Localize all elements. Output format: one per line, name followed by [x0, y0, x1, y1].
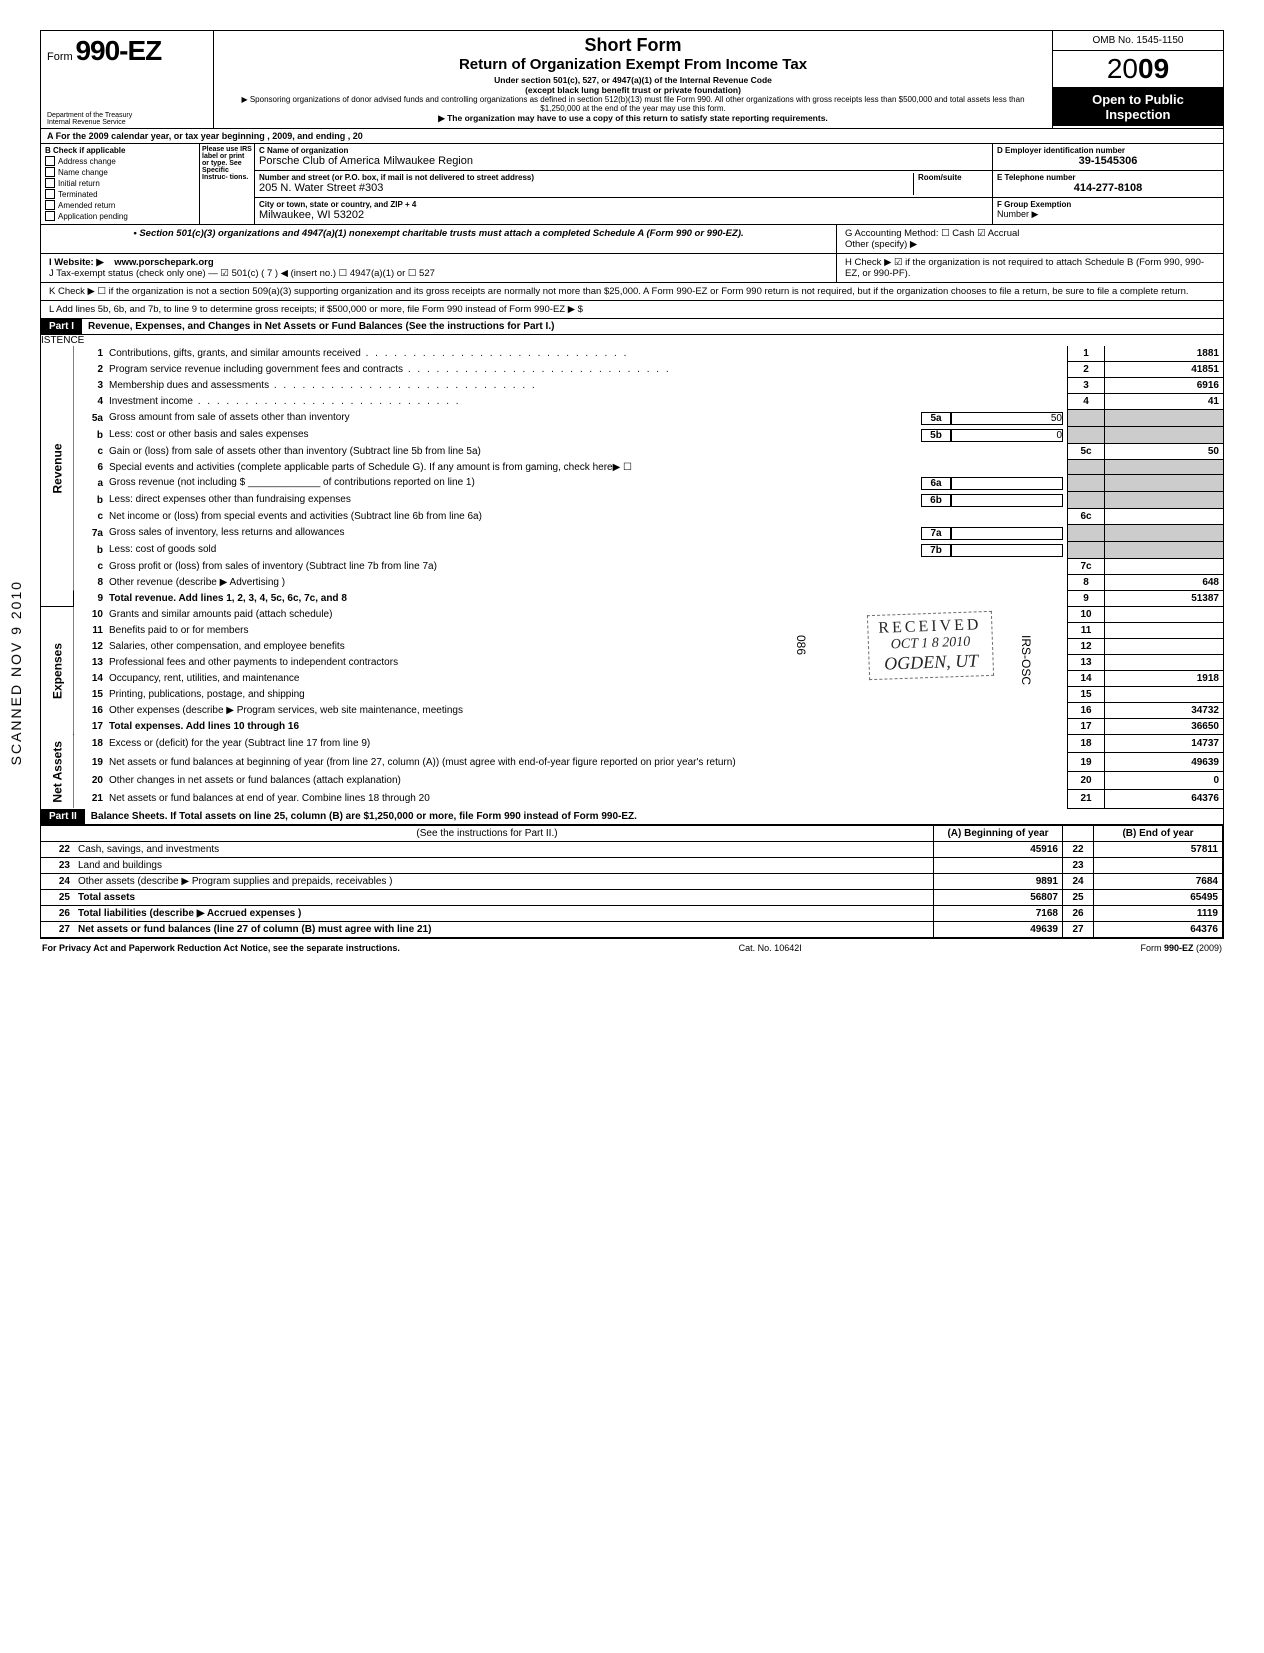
netassets-side-label: Net Assets	[41, 735, 74, 809]
check-name-change[interactable]	[45, 167, 55, 177]
c-label: C Name of organization	[259, 146, 988, 155]
check-app-pending[interactable]	[45, 211, 55, 221]
dept-treasury: Department of the Treasury	[47, 112, 132, 119]
revenue-side-label: Revenue	[41, 346, 74, 591]
org-name: Porsche Club of America Milwaukee Region	[259, 155, 988, 167]
org-address: 205 N. Water Street #303	[259, 182, 913, 194]
scanned-stamp: SCANNED NOV 9 2010	[8, 580, 24, 765]
line-a: A For the 2009 calendar year, or tax yea…	[41, 129, 1223, 144]
footer: For Privacy Act and Paperwork Reduction …	[40, 939, 1224, 957]
086-stamp: 086	[794, 635, 808, 655]
footer-right: Form 990-EZ (2009)	[1140, 943, 1222, 953]
501c3-bullet: • Section 501(c)(3) organizations and 49…	[133, 228, 743, 239]
city-label: City or town, state or country, and ZIP …	[259, 200, 988, 209]
title-sub2: (except black lung benefit trust or priv…	[222, 85, 1044, 95]
check-amended[interactable]	[45, 200, 55, 210]
part2-label: Part II	[41, 809, 85, 824]
please-use-label: Please use IRS label or print or type. S…	[200, 144, 255, 224]
p2-sub: (See the instructions for Part II.)	[41, 825, 934, 841]
form-990ez: Form 990-EZ Department of the Treasury I…	[40, 30, 1224, 939]
part2-table: (See the instructions for Part II.) (A) …	[41, 825, 1223, 938]
col-a-header: (A) Beginning of year	[934, 825, 1063, 841]
line-j: J Tax-exempt status (check only one) — ☑…	[49, 268, 828, 279]
f-label: F Group Exemption	[997, 200, 1219, 209]
title-main: Return of Organization Exempt From Incom…	[222, 56, 1044, 73]
col-b-header: (B) End of year	[1094, 825, 1223, 841]
room-label: Room/suite	[918, 173, 988, 182]
section-bcdef: B Check if applicable Address change Nam…	[41, 144, 1223, 225]
check-address-change[interactable]	[45, 156, 55, 166]
b-header: B Check if applicable	[45, 146, 125, 155]
title-sub3: ▶ Sponsoring organizations of donor advi…	[222, 95, 1044, 113]
title-sub4: ▶ The organization may have to use a cop…	[222, 113, 1044, 124]
expenses-side-label: Expenses	[41, 607, 74, 735]
part1-title: Revenue, Expenses, and Changes in Net As…	[82, 319, 1223, 334]
tax-year: 2009	[1053, 51, 1223, 88]
check-terminated[interactable]	[45, 189, 55, 199]
line-k: K Check ▶ ☐ if the organization is not a…	[41, 283, 1223, 301]
check-initial-return[interactable]	[45, 178, 55, 188]
d-label: D Employer identification number	[997, 146, 1219, 155]
h-check: H Check ▶ ☑ if the organization is not r…	[845, 257, 1204, 279]
phone: 414-277-8108	[997, 182, 1219, 194]
received-stamp: RECEIVED OCT 1 8 2010 OGDEN, UT	[867, 611, 994, 680]
form-prefix: Form	[47, 51, 73, 63]
part2-title: Balance Sheets. If Total assets on line …	[85, 809, 1223, 824]
omb-number: OMB No. 1545-1150	[1053, 31, 1223, 51]
part1-table: Revenue 1Contributions, gifts, grants, a…	[41, 346, 1223, 809]
part1-label: Part I	[41, 319, 82, 334]
title-sub1: Under section 501(c), 527, or 4947(a)(1)…	[222, 75, 1044, 85]
open-public: Open to Public	[1092, 92, 1184, 107]
f-sub: Number ▶	[997, 209, 1219, 220]
org-city: Milwaukee, WI 53202	[259, 209, 988, 221]
title-short: Short Form	[222, 35, 1044, 56]
website-label: I Website: ▶	[49, 257, 104, 268]
footer-mid: Cat. No. 10642I	[739, 943, 802, 953]
footer-left: For Privacy Act and Paperwork Reduction …	[42, 943, 400, 953]
ein: 39-1545306	[997, 155, 1219, 167]
irs-osc-stamp: IRS-OSC	[1019, 635, 1033, 685]
e-label: E Telephone number	[997, 173, 1219, 182]
irs-label: Internal Revenue Service	[47, 119, 126, 126]
g-accounting: G Accounting Method: ☐ Cash ☑ Accrual	[845, 228, 1215, 239]
form-number: 990-EZ	[75, 35, 161, 66]
website-value: www.porschepark.org	[114, 257, 213, 268]
form-header: Form 990-EZ Department of the Treasury I…	[41, 31, 1223, 129]
line-l: L Add lines 5b, 6b, and 7b, to line 9 to…	[41, 301, 1223, 319]
inspection: Inspection	[1105, 107, 1170, 122]
g-other: Other (specify) ▶	[845, 239, 1215, 250]
addr-label: Number and street (or P.O. box, if mail …	[259, 173, 913, 182]
